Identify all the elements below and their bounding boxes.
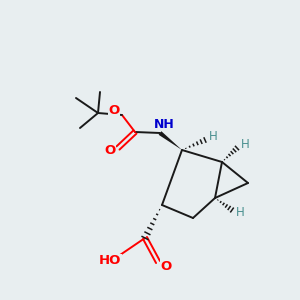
Text: O: O — [160, 260, 172, 272]
Text: NH: NH — [154, 118, 174, 130]
Text: H: H — [236, 206, 244, 218]
Text: H: H — [208, 130, 217, 142]
Text: O: O — [104, 143, 116, 157]
Text: HO: HO — [99, 254, 121, 268]
Text: O: O — [108, 104, 120, 118]
Polygon shape — [159, 131, 182, 150]
Text: H: H — [241, 137, 249, 151]
